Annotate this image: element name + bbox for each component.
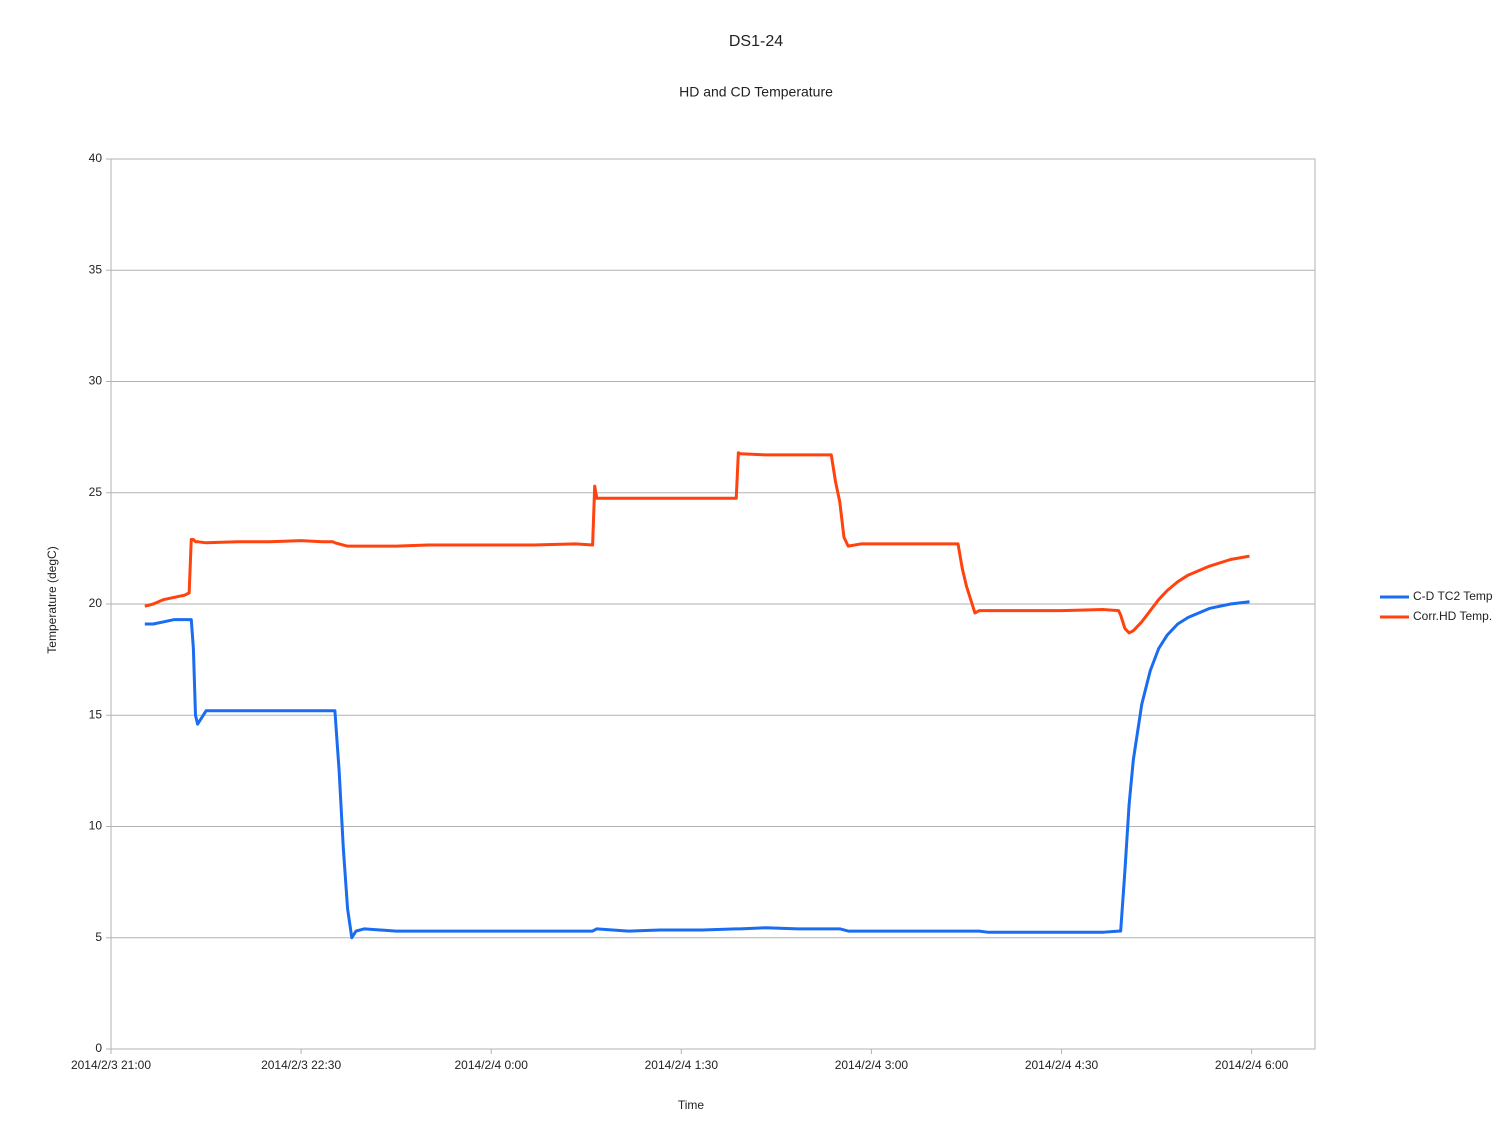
y-tick-label: 25 bbox=[89, 485, 103, 499]
y-tick-label: 20 bbox=[89, 596, 103, 610]
chart-title: DS1-24 bbox=[729, 33, 783, 50]
y-tick-label: 5 bbox=[95, 930, 102, 944]
series-line bbox=[144, 451, 1250, 635]
y-tick-label: 35 bbox=[89, 262, 103, 276]
x-axis-label: Time bbox=[678, 1098, 705, 1112]
y-tick-label: 40 bbox=[89, 151, 103, 165]
x-tick-label: 2014/2/4 1:30 bbox=[645, 1058, 719, 1072]
y-axis-label: Temperature (degC) bbox=[45, 546, 59, 653]
legend-label: C-D TC2 Temp bbox=[1413, 589, 1493, 603]
legend-label: Corr.HD Temp. bbox=[1413, 609, 1492, 623]
y-tick-label: 0 bbox=[95, 1041, 102, 1055]
x-tick-label: 2014/2/4 4:30 bbox=[1025, 1058, 1099, 1072]
y-tick-label: 10 bbox=[89, 819, 103, 833]
x-tick-label: 2014/2/3 21:00 bbox=[71, 1058, 151, 1072]
x-tick-label: 2014/2/3 22:30 bbox=[261, 1058, 341, 1072]
y-tick-label: 30 bbox=[89, 374, 103, 388]
chart-subtitle: HD and CD Temperature bbox=[679, 84, 833, 100]
x-tick-label: 2014/2/4 0:00 bbox=[455, 1058, 529, 1072]
x-tick-label: 2014/2/4 3:00 bbox=[835, 1058, 909, 1072]
series-line bbox=[144, 600, 1250, 940]
y-tick-label: 15 bbox=[89, 707, 103, 721]
x-tick-label: 2014/2/4 6:00 bbox=[1215, 1058, 1289, 1072]
